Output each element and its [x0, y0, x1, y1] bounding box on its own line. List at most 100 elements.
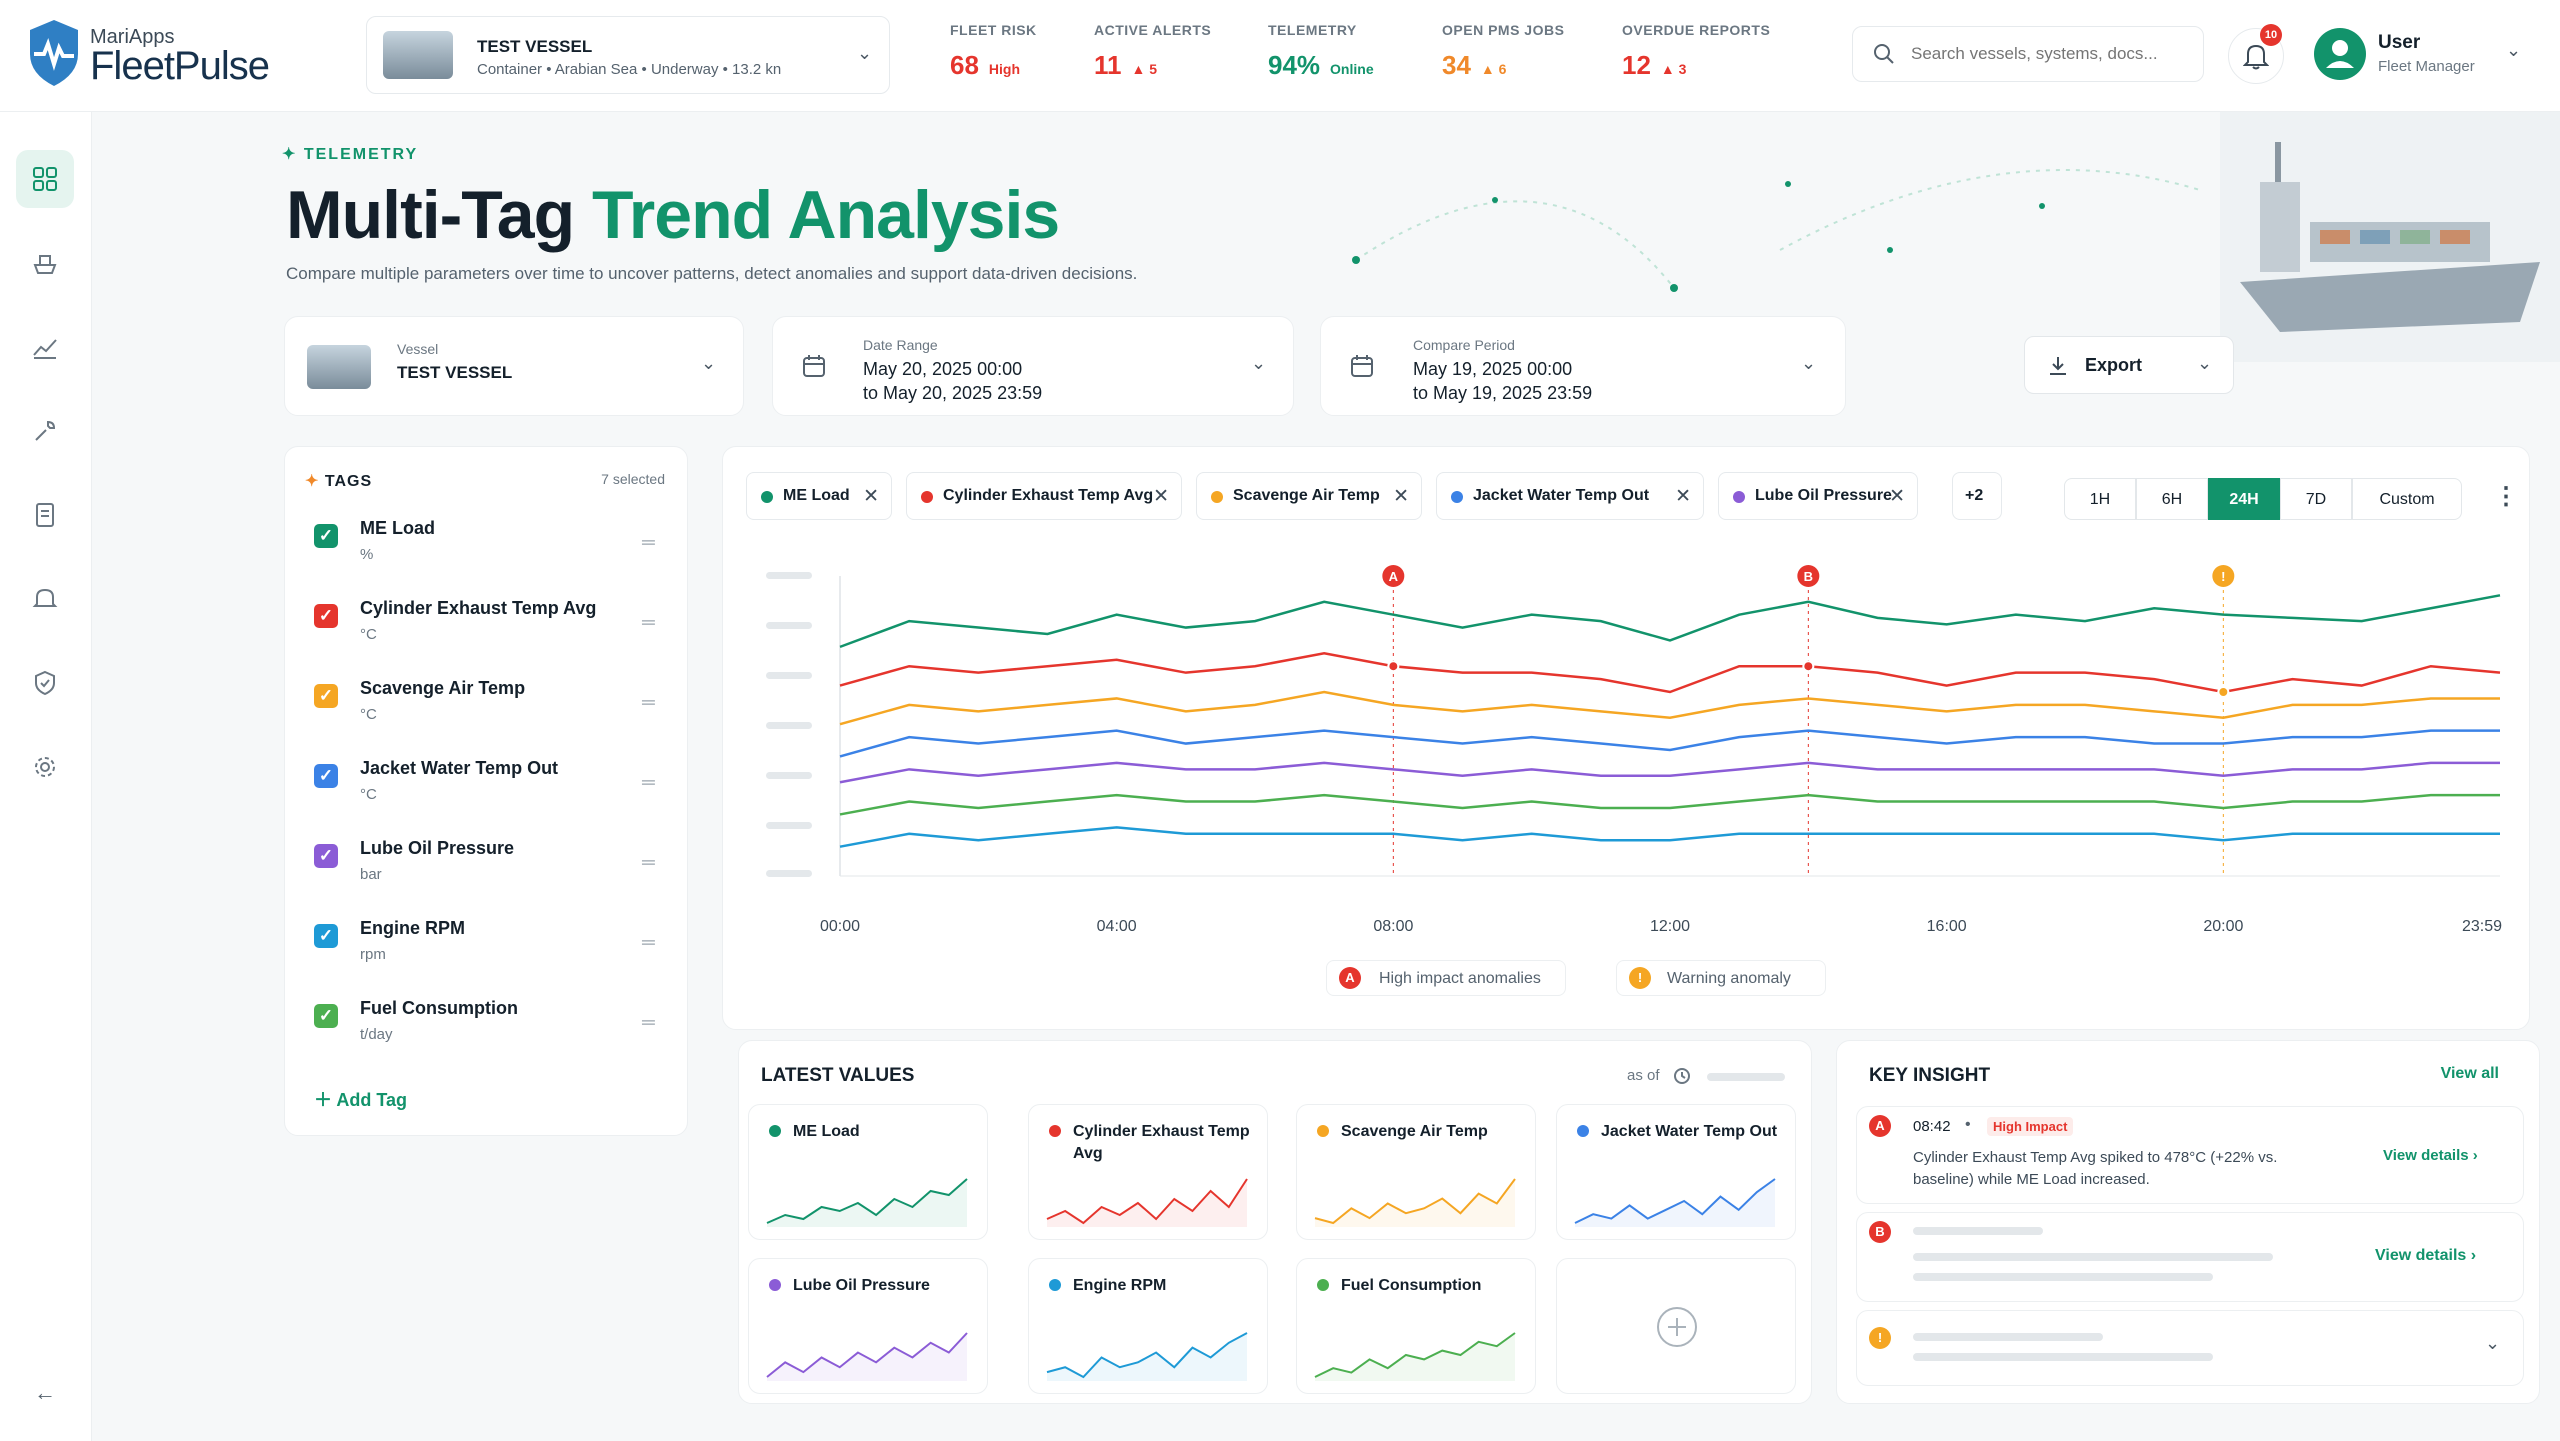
checkbox-checked-icon[interactable]: ✓ — [314, 844, 338, 868]
tag-chip[interactable]: ME Load ✕ — [746, 472, 892, 520]
nav-settings[interactable] — [16, 738, 74, 796]
kpi-telemetry[interactable]: TELEMETRY 94% Online — [1268, 22, 1374, 81]
fleetpulse-logo[interactable]: MariApps FleetPulse — [26, 14, 286, 94]
date-range-filter[interactable]: Date Range May 20, 2025 00:00 to May 20,… — [772, 316, 1294, 416]
ship-icon — [33, 255, 57, 274]
checkbox-checked-icon[interactable]: ✓ — [314, 924, 338, 948]
card-label: Jacket Water Temp Out — [1601, 1123, 1778, 1140]
drag-handle-icon[interactable]: ═ — [642, 772, 655, 792]
checkbox-checked-icon[interactable]: ✓ — [314, 604, 338, 628]
view-all-link[interactable]: View all — [2440, 1065, 2499, 1082]
nav-vessels[interactable] — [16, 234, 74, 292]
vessel-filter[interactable]: Vessel TEST VESSEL ⌄ — [284, 316, 744, 416]
nav-compliance[interactable] — [16, 654, 74, 712]
drag-handle-icon[interactable]: ═ — [642, 612, 655, 632]
global-search[interactable] — [1852, 26, 2204, 82]
tag-unit: rpm — [360, 946, 386, 963]
range-24h[interactable]: 24H — [2208, 478, 2280, 520]
kpi-open-pms-jobs[interactable]: OPEN PMS JOBS 34 ▲ 6 — [1442, 22, 1564, 81]
nav-maintenance[interactable] — [16, 402, 74, 460]
checkbox-checked-icon[interactable]: ✓ — [314, 764, 338, 788]
tag-item[interactable]: ✓ Lube Oil Pressure bar ═ — [310, 836, 670, 902]
latest-value-card[interactable]: Scavenge Air Temp — [1296, 1104, 1536, 1240]
card-label: Lube Oil Pressure — [793, 1277, 930, 1294]
insight-item-a[interactable]: A 08:42 • High Impact Cylinder Exhaust T… — [1856, 1106, 2524, 1204]
tag-item[interactable]: ✓ ME Load % ═ — [310, 516, 670, 582]
close-icon[interactable]: ✕ — [1675, 486, 1691, 507]
tag-name: Lube Oil Pressure — [360, 838, 515, 858]
insight-time: 08:42 — [1913, 1118, 1951, 1135]
range-7d[interactable]: 7D — [2280, 478, 2352, 520]
drag-handle-icon[interactable]: ═ — [642, 932, 655, 952]
nav-reports[interactable] — [16, 486, 74, 544]
range-6h[interactable]: 6H — [2136, 478, 2208, 520]
latest-value-card[interactable]: ME Load — [748, 1104, 988, 1240]
series-color-dot — [1317, 1125, 1329, 1137]
view-details-link[interactable]: View details › — [2375, 1247, 2477, 1264]
user-avatar[interactable] — [2314, 28, 2366, 80]
nav-alerts[interactable] — [16, 570, 74, 628]
tag-chip[interactable]: Jacket Water Temp Out ✕ — [1436, 472, 1704, 520]
trend-chart[interactable]: A B! — [830, 556, 2530, 886]
chevron-down-icon[interactable]: ⌄ — [2485, 1333, 2501, 1353]
chip-label: Scavenge Air Temp — [1233, 487, 1380, 504]
close-icon[interactable]: ✕ — [1889, 486, 1905, 507]
sparkline — [1046, 1332, 1248, 1381]
notifications-button[interactable] — [2228, 28, 2284, 84]
series-color-dot — [769, 1279, 781, 1291]
kpi-overdue-reports[interactable]: OVERDUE REPORTS 12 ▲ 3 — [1622, 22, 1770, 81]
kpi-fleet-risk[interactable]: FLEET RISK 68 High — [950, 22, 1037, 81]
tag-chip[interactable]: Lube Oil Pressure ✕ — [1718, 472, 1918, 520]
insight-item-b[interactable]: B View details › — [1856, 1212, 2524, 1302]
vessel-selector[interactable]: TEST VESSEL Container • Arabian Sea • Un… — [366, 16, 890, 94]
collapse-sidebar-button[interactable]: ← — [16, 1364, 74, 1422]
checkbox-checked-icon[interactable]: ✓ — [314, 1004, 338, 1028]
separator-dot: • — [1965, 1116, 1971, 1133]
series-color-dot — [1733, 491, 1745, 503]
add-value-card[interactable] — [1556, 1258, 1796, 1394]
tag-item[interactable]: ✓ Engine RPM rpm ═ — [310, 916, 670, 982]
more-tags-chip[interactable]: +2 — [1952, 472, 2002, 520]
export-button[interactable]: Export ⌄ — [2024, 336, 2234, 394]
latest-value-card[interactable]: Jacket Water Temp Out — [1556, 1104, 1796, 1240]
tag-chip[interactable]: Cylinder Exhaust Temp Avg ✕ — [906, 472, 1182, 520]
legend-high-impact: A High impact anomalies — [1326, 960, 1566, 996]
search-input[interactable] — [1911, 41, 2191, 67]
nav-telemetry[interactable] — [16, 318, 74, 376]
anomaly-marker — [1382, 565, 1405, 587]
tag-item[interactable]: ✓ Scavenge Air Temp °C ═ — [310, 676, 670, 742]
insight-text: Cylinder Exhaust Temp Avg spiked to 478°… — [1913, 1149, 2278, 1188]
tag-item[interactable]: ✓ Fuel Consumption t/day ═ — [310, 996, 670, 1062]
tag-chip[interactable]: Scavenge Air Temp ✕ — [1196, 472, 1422, 520]
drag-handle-icon[interactable]: ═ — [642, 532, 655, 552]
latest-value-card[interactable]: Fuel Consumption — [1296, 1258, 1536, 1394]
insight-item-warning[interactable]: ! ⌄ — [1856, 1310, 2524, 1386]
warning-marker-icon: ! — [1869, 1327, 1891, 1349]
user-menu-chevron-icon[interactable]: ⌄ — [2506, 40, 2522, 60]
checkbox-checked-icon[interactable]: ✓ — [314, 524, 338, 548]
tag-item[interactable]: ✓ Cylinder Exhaust Temp Avg °C ═ — [310, 596, 670, 662]
drag-handle-icon[interactable]: ═ — [642, 1012, 655, 1032]
range-custom[interactable]: Custom — [2352, 478, 2462, 520]
nav-dashboard[interactable] — [16, 150, 74, 208]
tag-item[interactable]: ✓ Jacket Water Temp Out °C ═ — [310, 756, 670, 822]
more-options-icon[interactable]: ⋮ — [2494, 483, 2518, 510]
tag-unit: °C — [360, 706, 377, 723]
add-tag-button[interactable]: ＋ Add Tag — [314, 1090, 407, 1110]
compare-period-filter[interactable]: Compare Period May 19, 2025 00:00 to May… — [1320, 316, 1846, 416]
latest-value-card[interactable]: Cylinder Exhaust Temp Avg — [1028, 1104, 1268, 1240]
kpi-active-alerts[interactable]: ACTIVE ALERTS 11 ▲ 5 — [1094, 22, 1211, 81]
latest-value-card[interactable]: Engine RPM — [1028, 1258, 1268, 1394]
close-icon[interactable]: ✕ — [1153, 486, 1169, 507]
close-icon[interactable]: ✕ — [863, 486, 879, 507]
pulse-shield-icon — [30, 20, 78, 86]
view-details-link[interactable]: View details › — [2383, 1147, 2478, 1164]
drag-handle-icon[interactable]: ═ — [642, 692, 655, 712]
latest-value-card[interactable]: Lube Oil Pressure — [748, 1258, 988, 1394]
close-icon[interactable]: ✕ — [1393, 486, 1409, 507]
checkbox-checked-icon[interactable]: ✓ — [314, 684, 338, 708]
user-name[interactable]: User — [2378, 32, 2421, 53]
range-1h[interactable]: 1H — [2064, 478, 2136, 520]
x-tick-label: 20:00 — [2203, 918, 2244, 935]
drag-handle-icon[interactable]: ═ — [642, 852, 655, 872]
